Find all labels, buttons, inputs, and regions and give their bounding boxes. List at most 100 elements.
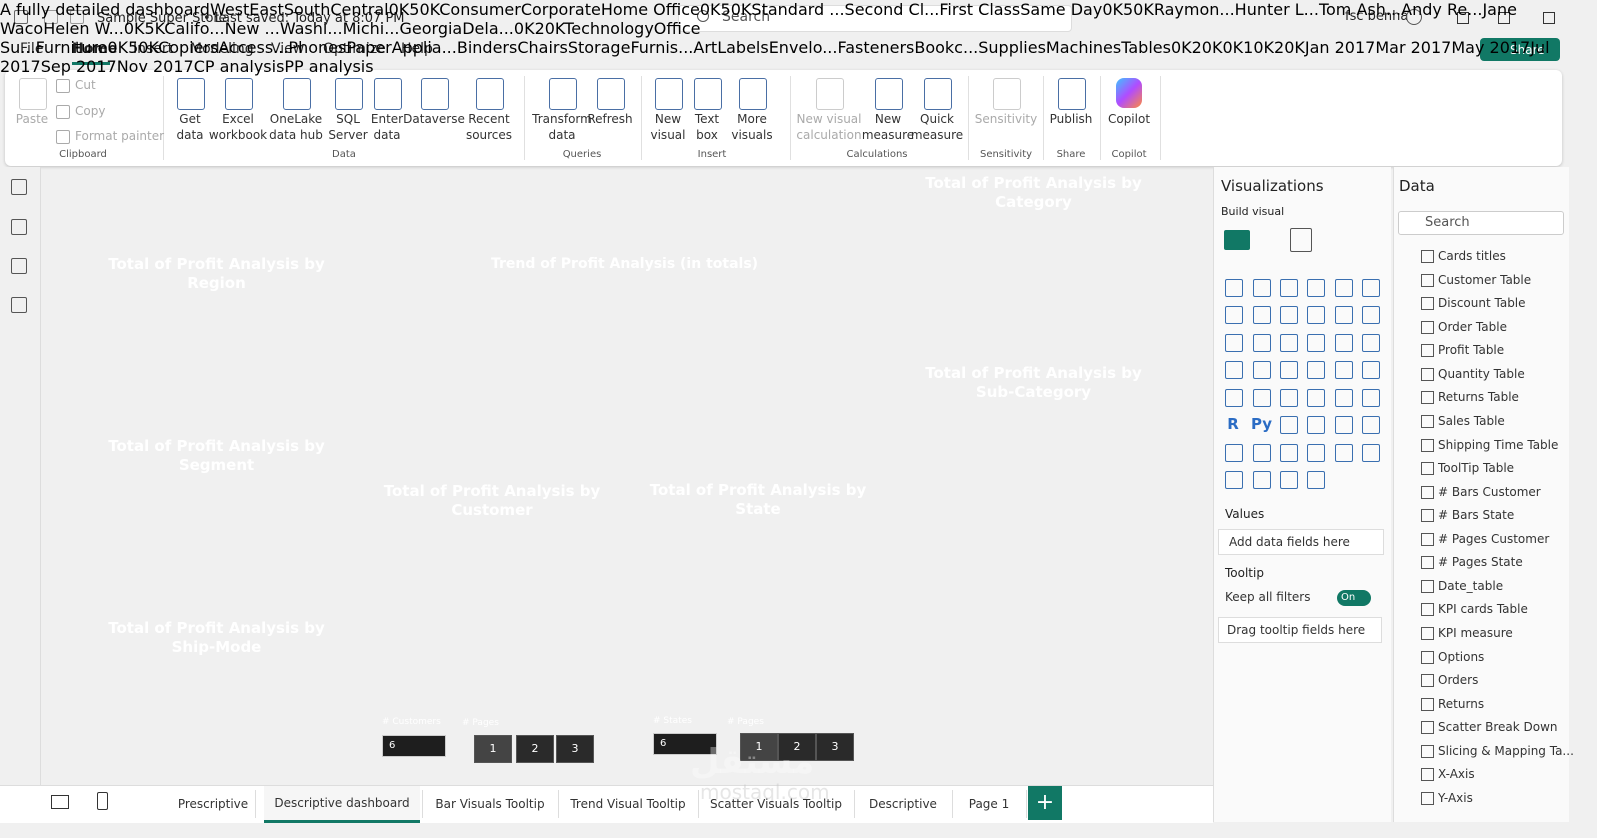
table-icon[interactable] xyxy=(1421,627,1434,641)
toggle[interactable]: On xyxy=(1337,590,1371,606)
table-icon[interactable] xyxy=(1421,438,1434,452)
visual-type-icon[interactable] xyxy=(1280,389,1298,407)
ribbon-button-label[interactable]: visual xyxy=(650,128,686,142)
ribbon-button-label[interactable]: Format painter xyxy=(75,129,165,143)
table-name[interactable]: Orders xyxy=(1438,673,1479,688)
table-icon[interactable] xyxy=(1421,532,1434,546)
ribbon-button-label[interactable]: Sensitivity xyxy=(974,112,1038,126)
table-name[interactable]: KPI cards Table xyxy=(1438,602,1528,617)
ribbon-button-label[interactable]: SQL xyxy=(336,112,360,126)
table-name[interactable]: Y-Axis xyxy=(1438,791,1473,805)
ribbon-button-label[interactable]: Recent xyxy=(468,112,510,126)
visual-type-icon[interactable] xyxy=(1362,306,1380,324)
table-icon[interactable] xyxy=(1421,792,1434,805)
table-icon[interactable] xyxy=(1421,603,1434,617)
table-icon[interactable] xyxy=(1421,297,1434,311)
ribbon-button-label[interactable]: Excel xyxy=(222,112,254,126)
table-name[interactable]: Cards titles xyxy=(1438,249,1506,263)
visual-type-icon[interactable] xyxy=(1362,361,1380,379)
ribbon-icon[interactable] xyxy=(875,78,903,110)
table-icon[interactable] xyxy=(1421,485,1434,499)
page-tab[interactable]: Scatter Visuals Tooltip xyxy=(710,797,842,811)
table-name[interactable]: Quantity Table xyxy=(1438,366,1525,381)
visual-type-icon[interactable] xyxy=(1362,279,1380,297)
visual-type-icon[interactable] xyxy=(1280,306,1298,324)
visual-type-icon[interactable] xyxy=(1253,471,1271,489)
visual-type-icon[interactable] xyxy=(1253,306,1271,324)
window-control[interactable] xyxy=(1457,12,1469,24)
visual-type-icon[interactable] xyxy=(1280,334,1298,352)
page-button[interactable]: 3 xyxy=(556,735,594,763)
ribbon-button-label[interactable]: data xyxy=(373,128,401,142)
visual-type-icon[interactable] xyxy=(1225,471,1243,489)
ribbon-icon[interactable] xyxy=(476,78,504,110)
table-name[interactable]: # Pages Customer xyxy=(1438,531,1550,546)
ribbon-icon[interactable] xyxy=(694,78,722,110)
ribbon-icon[interactable] xyxy=(993,78,1021,110)
visual-type-icon[interactable] xyxy=(1225,306,1243,324)
view-icon[interactable] xyxy=(11,219,27,235)
slicer-value[interactable]: 6 xyxy=(382,735,446,757)
visual-type-icon[interactable] xyxy=(1307,334,1325,352)
table-name[interactable]: Customer Table xyxy=(1438,272,1532,287)
window-control[interactable] xyxy=(1543,12,1555,24)
table-name[interactable]: Date_table xyxy=(1438,578,1504,593)
ribbon-button-label[interactable]: Enter xyxy=(370,112,404,126)
ribbon-button-label[interactable]: Publish xyxy=(1049,112,1093,126)
page-tab[interactable]: Prescriptive xyxy=(177,797,249,811)
visual-type-icon[interactable] xyxy=(1307,471,1325,489)
menu-item[interactable]: Modeling xyxy=(190,41,254,57)
table-name[interactable]: # Bars Customer xyxy=(1438,484,1541,499)
visual-type-icon[interactable] xyxy=(1253,361,1271,379)
table-name[interactable]: Options xyxy=(1438,649,1485,664)
table-icon[interactable] xyxy=(1421,556,1434,570)
ribbon-button-label[interactable]: New visual xyxy=(796,112,862,126)
menu-item[interactable]: Home xyxy=(72,41,118,57)
data-search[interactable]: Search xyxy=(1398,211,1564,235)
visual-type-icon[interactable] xyxy=(1307,416,1325,434)
table-icon[interactable] xyxy=(1421,414,1434,428)
table-name[interactable]: Shipping Time Table xyxy=(1438,437,1559,452)
table-icon[interactable] xyxy=(1421,462,1434,476)
table-name[interactable]: # Bars State xyxy=(1438,508,1515,523)
format-tab[interactable] xyxy=(1290,228,1312,252)
table-icon[interactable] xyxy=(1421,768,1434,782)
table-name[interactable]: Discount Table xyxy=(1438,296,1526,311)
ribbon-icon[interactable] xyxy=(421,78,449,110)
visual-type-icon[interactable] xyxy=(1335,334,1353,352)
table-name[interactable]: ToolTip Table xyxy=(1438,461,1515,476)
visual-type-icon[interactable] xyxy=(1253,389,1271,407)
view-icon[interactable] xyxy=(11,258,27,274)
table-icon[interactable] xyxy=(1421,650,1434,664)
mobile-view-icon[interactable] xyxy=(97,792,108,810)
search-placeholder[interactable]: Search xyxy=(722,9,771,25)
ribbon-icon[interactable] xyxy=(374,78,402,110)
ribbon-icon[interactable] xyxy=(1058,78,1086,110)
ribbon-button-label[interactable]: Text xyxy=(694,112,720,126)
search-box[interactable] xyxy=(678,5,1072,32)
window-control[interactable] xyxy=(1498,12,1510,24)
visual-type-icon[interactable] xyxy=(1280,416,1298,434)
table-name[interactable]: Sales Table xyxy=(1438,413,1505,428)
ribbon-button-label[interactable]: New xyxy=(654,112,682,126)
visual-type-icon[interactable] xyxy=(1307,306,1325,324)
menu-item[interactable]: Insert xyxy=(133,41,174,57)
ribbon-icon[interactable] xyxy=(549,78,577,110)
visual-type-icon[interactable] xyxy=(1280,471,1298,489)
table-icon[interactable] xyxy=(1421,721,1434,735)
visual-type-icon[interactable] xyxy=(1280,279,1298,297)
visual-type-text[interactable]: Py xyxy=(1251,415,1273,433)
table-name[interactable]: Slicing & Mapping Ta... xyxy=(1438,743,1574,758)
table-name[interactable]: KPI measure xyxy=(1438,626,1513,641)
share-button[interactable] xyxy=(1480,38,1560,61)
visual-type-icon[interactable] xyxy=(1307,279,1325,297)
field-well[interactable]: Drag tooltip fields here xyxy=(1218,617,1382,643)
table-icon[interactable] xyxy=(1421,344,1434,358)
ribbon-icon[interactable] xyxy=(225,78,253,110)
page-tab[interactable]: Bar Visuals Tooltip xyxy=(435,797,545,811)
table-name[interactable]: X-Axis xyxy=(1438,767,1475,782)
slicer-value[interactable]: 6 xyxy=(653,733,717,755)
ribbon-icon[interactable] xyxy=(924,78,952,110)
ribbon-button-label[interactable]: Copilot xyxy=(1107,112,1151,126)
visual-type-icon[interactable] xyxy=(1362,444,1380,462)
